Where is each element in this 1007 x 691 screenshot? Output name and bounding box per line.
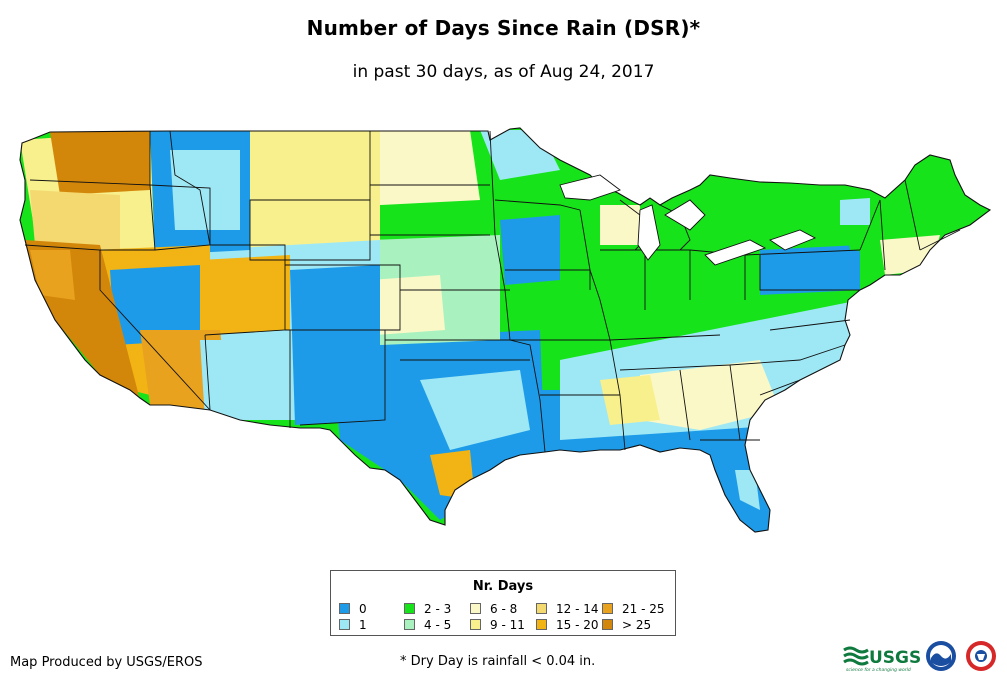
legend-title: Nr. Days	[472, 579, 534, 594]
legend-swatch	[602, 619, 613, 630]
nws-logo-icon	[966, 641, 996, 671]
legend-item-8: 21 - 25	[602, 603, 665, 615]
map-subtitle: in past 30 days, as of Aug 24, 2017	[352, 62, 655, 82]
legend-swatch	[536, 603, 547, 614]
usgs-tagline: science for a changing world	[846, 667, 911, 673]
legend-item-9: > 25	[602, 619, 651, 631]
legend-item-7: 15 - 20	[536, 619, 599, 631]
noaa-logo-icon	[926, 641, 956, 671]
precip-regions	[20, 128, 990, 532]
legend: Nr. Days 0 1 2 - 3 4 - 5 6 - 8 9 - 11 12…	[330, 570, 676, 636]
legend-item-0: 0	[339, 603, 367, 615]
map-title: Number of Days Since Rain (DSR)*	[306, 16, 701, 40]
legend-swatch	[339, 619, 350, 630]
map-credit: Map Produced by USGS/EROS	[10, 655, 203, 670]
usgs-wordmark: USGS	[869, 648, 921, 668]
legend-item-5: 9 - 11	[470, 619, 525, 631]
legend-swatch	[470, 603, 481, 614]
usgs-logo-icon: USGS science for a changing world	[843, 646, 921, 673]
dry-day-note: * Dry Day is rainfall < 0.04 in.	[400, 654, 596, 669]
state-boundaries	[19, 127, 992, 533]
legend-item-4: 6 - 8	[470, 603, 517, 615]
legend-swatch	[339, 603, 350, 614]
legend-swatch	[536, 619, 547, 630]
legend-swatch	[470, 619, 481, 630]
legend-item-6: 12 - 14	[536, 603, 599, 615]
legend-swatch	[602, 603, 613, 614]
legend-swatch	[404, 603, 415, 614]
great-lakes	[559, 174, 817, 266]
legend-swatch	[404, 619, 415, 630]
legend-item-3: 4 - 5	[404, 619, 451, 631]
legend-item-1: 1	[339, 619, 367, 631]
agency-logos: USGS science for a changing world	[843, 641, 996, 673]
legend-item-2: 2 - 3	[404, 603, 451, 615]
